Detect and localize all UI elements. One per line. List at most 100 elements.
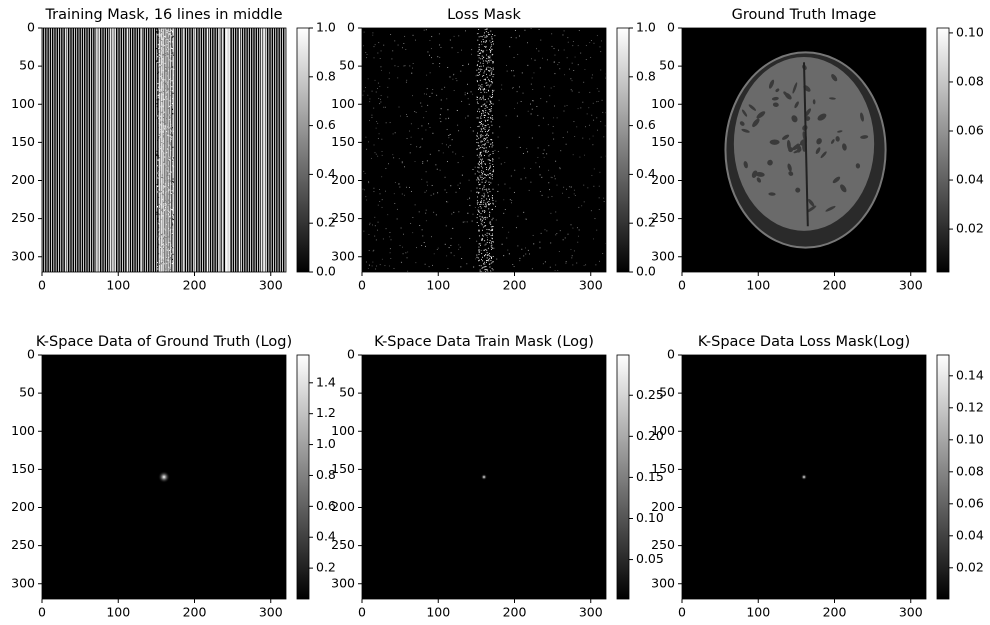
mask-dot [596,88,598,90]
mask-dot [156,177,158,179]
mask-dot [401,193,403,195]
dc-peak [158,471,170,483]
mask-dot [481,229,483,231]
mask-line [207,28,209,272]
mask-dot [531,268,533,270]
mask-dot [378,133,380,135]
mask-dot [487,259,489,261]
mask-dot [470,91,472,93]
dc-peak [801,474,807,480]
mask-dot [430,48,432,50]
mask-dot [551,45,553,47]
mask-dot [389,265,390,267]
mask-dot [476,202,478,204]
mask-dot [529,253,531,255]
mask-dot [456,80,458,82]
mask-dot [172,219,174,221]
sulcus [828,97,836,100]
mask-dot [381,258,383,260]
y-tick-label: 100 [651,96,675,111]
mask-dot [478,29,480,30]
mask-dot [488,79,490,81]
mask-dot [480,155,482,157]
mask-dot [509,199,511,201]
mask-dot [172,82,174,84]
mask-dot [447,67,449,68]
sulcus [812,99,816,105]
mask-dot [476,217,478,219]
mask-dot [489,173,491,175]
mask-dot [488,181,490,183]
mask-dot [490,42,492,44]
mask-dot [458,130,460,132]
mask-dot [490,101,492,103]
y-tick-label: 50 [339,58,355,73]
mask-line [245,28,247,272]
mask-line [236,28,238,272]
mask-dot [464,94,466,96]
mask-dot [490,45,492,47]
mask-dot [365,87,366,88]
mask-dot [404,166,406,168]
mask-dot [556,117,558,119]
mask-dot [568,186,570,188]
mask-dot [365,261,367,263]
mask-dot [377,229,378,231]
mask-dot [492,67,494,69]
mask-dot [572,41,574,42]
mask-dot [510,175,512,177]
mask-dot [374,216,376,218]
mask-dot [489,55,491,57]
mask-dot [491,209,493,211]
mask-dot [492,256,494,257]
mask-dot [506,237,508,239]
mask-dot [485,202,487,204]
mask-dot [480,116,482,118]
mask-dot [472,213,474,215]
mask-dot [512,87,514,89]
mask-dot [602,253,604,254]
mask-dot [480,163,482,164]
mask-dot [508,231,510,233]
mask-dot [567,37,569,39]
mask-dot [487,135,489,137]
mask-dot [484,182,486,183]
mask-dot [171,263,173,265]
mask-dot [502,226,504,228]
mask-dot [457,52,459,53]
mask-dot [481,140,483,142]
mask-dot [444,176,446,178]
mask-dot [492,203,494,205]
mask-line [222,28,224,272]
axes-frame [41,354,287,600]
mask-dot [480,153,482,155]
mask-dot [480,135,482,137]
mask-dot [488,204,490,206]
mask-dot [489,222,491,224]
mask-dot [482,238,484,240]
mask-dot [542,153,544,155]
mask-dot [490,241,492,243]
mask-dot [481,113,482,115]
mask-dot [492,235,494,236]
mask-dot [488,159,490,161]
mask-dot [488,114,490,115]
mask-dot [546,59,548,61]
mask-dot [479,121,481,123]
mask-dot [486,101,488,103]
colorbar-tick-label: 0.10 [956,24,984,39]
mask-dot [530,103,531,105]
y-tick-label: 200 [11,172,35,187]
mask-line [199,28,201,272]
subplot-title: K-Space Data of Ground Truth (Log) [36,334,292,350]
mask-dot [489,215,490,217]
mask-dot [548,182,550,184]
mask-dot [486,242,488,243]
mask-dot [171,46,173,48]
mask-dot [487,195,489,197]
colorbar-tick-label: 0.25 [636,387,664,402]
mask-dot [503,199,505,201]
mask-dot [487,32,489,34]
mask-dot [590,40,592,41]
mask-dot [476,148,478,150]
